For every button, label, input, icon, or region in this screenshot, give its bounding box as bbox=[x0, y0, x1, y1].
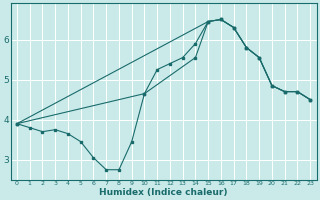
X-axis label: Humidex (Indice chaleur): Humidex (Indice chaleur) bbox=[99, 188, 228, 197]
